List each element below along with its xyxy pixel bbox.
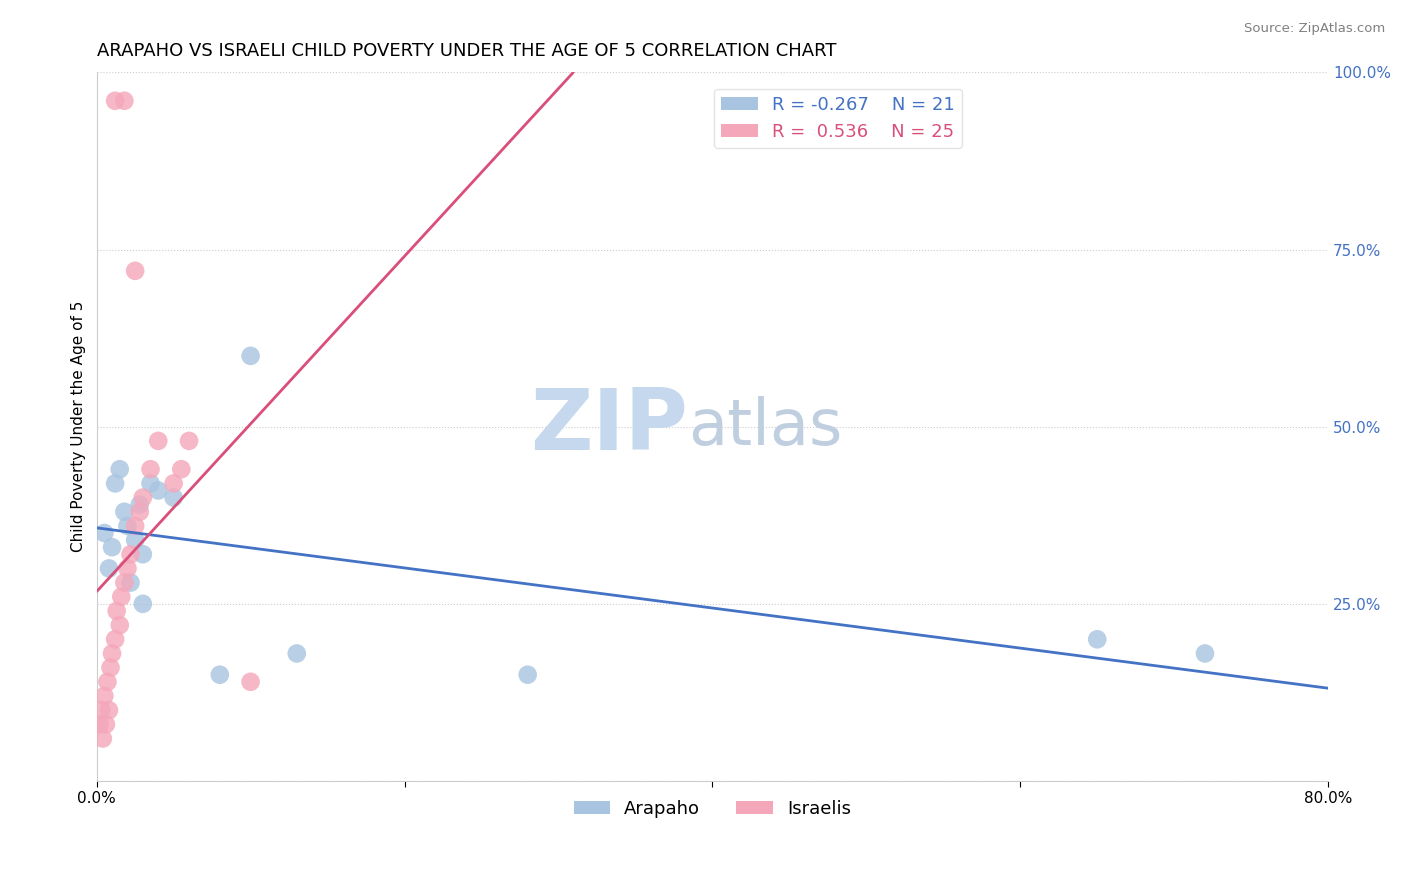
Point xyxy=(285,647,308,661)
Point xyxy=(208,667,231,681)
Point xyxy=(104,94,127,108)
Point xyxy=(100,660,122,674)
Point xyxy=(162,491,184,505)
Point xyxy=(1194,647,1216,661)
Point xyxy=(112,505,135,519)
Point xyxy=(128,498,150,512)
Point xyxy=(112,575,135,590)
Point xyxy=(239,349,262,363)
Point xyxy=(108,618,131,632)
Point xyxy=(162,476,184,491)
Point xyxy=(139,462,162,476)
Point xyxy=(124,519,146,533)
Point xyxy=(148,434,170,448)
Text: atlas: atlas xyxy=(688,396,842,458)
Text: ZIP: ZIP xyxy=(530,385,688,468)
Point xyxy=(124,264,146,278)
Point xyxy=(120,575,142,590)
Point xyxy=(91,731,114,746)
Point xyxy=(139,476,162,491)
Point xyxy=(516,667,538,681)
Point xyxy=(110,590,132,604)
Point xyxy=(170,462,193,476)
Legend: Arapaho, Israelis: Arapaho, Israelis xyxy=(567,793,858,825)
Y-axis label: Child Poverty Under the Age of 5: Child Poverty Under the Age of 5 xyxy=(72,301,86,552)
Point xyxy=(132,491,155,505)
Point xyxy=(104,476,127,491)
Point xyxy=(93,689,115,703)
Text: Source: ZipAtlas.com: Source: ZipAtlas.com xyxy=(1244,22,1385,36)
Point xyxy=(98,561,121,575)
Point xyxy=(132,547,155,561)
Point xyxy=(239,674,262,689)
Point xyxy=(120,547,142,561)
Point xyxy=(101,540,124,554)
Point xyxy=(93,526,115,541)
Point xyxy=(104,632,127,647)
Point xyxy=(148,483,170,498)
Point xyxy=(117,519,139,533)
Point xyxy=(96,674,118,689)
Text: ARAPAHO VS ISRAELI CHILD POVERTY UNDER THE AGE OF 5 CORRELATION CHART: ARAPAHO VS ISRAELI CHILD POVERTY UNDER T… xyxy=(97,42,837,60)
Point xyxy=(132,597,155,611)
Point xyxy=(90,703,112,717)
Point xyxy=(112,94,135,108)
Point xyxy=(98,703,121,717)
Point xyxy=(105,604,128,618)
Point xyxy=(108,462,131,476)
Point xyxy=(89,717,111,731)
Point xyxy=(1085,632,1108,647)
Point xyxy=(128,505,150,519)
Point xyxy=(117,561,139,575)
Point xyxy=(94,717,117,731)
Point xyxy=(101,647,124,661)
Point xyxy=(177,434,200,448)
Point xyxy=(124,533,146,547)
